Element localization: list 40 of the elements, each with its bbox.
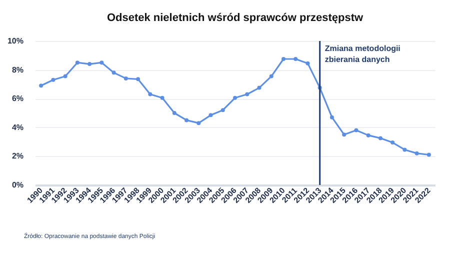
point	[63, 74, 68, 78]
point	[269, 74, 274, 78]
point	[390, 140, 395, 145]
point	[330, 115, 334, 120]
y-tick-label: 10%	[7, 36, 24, 46]
point	[245, 92, 250, 96]
point	[100, 60, 104, 65]
point	[88, 62, 92, 66]
y-tick-label: 2%	[12, 152, 24, 161]
point	[112, 70, 116, 75]
point	[148, 92, 152, 96]
point	[220, 108, 225, 112]
ref-line-label: Zmiana metodologii zbierania danych	[324, 44, 400, 64]
point	[233, 96, 237, 100]
point	[354, 128, 358, 132]
point	[281, 57, 286, 61]
point	[136, 77, 140, 82]
point	[257, 86, 262, 90]
point	[306, 61, 310, 66]
point	[196, 121, 201, 126]
point	[414, 151, 419, 156]
chart-title: Odsetek nieletnich wśród sprawców przestępstw	[106, 12, 364, 24]
point	[124, 76, 128, 80]
point	[366, 133, 370, 138]
point	[75, 60, 80, 65]
y-tick-label: 8%	[12, 65, 24, 74]
point	[160, 96, 164, 100]
y-tick-label: 4%	[12, 122, 24, 132]
point	[184, 118, 189, 122]
point	[426, 152, 431, 157]
y-tick-label: 6%	[12, 94, 24, 104]
point	[342, 132, 346, 137]
y-tick-label: 0%	[12, 180, 24, 190]
point	[294, 57, 298, 61]
point	[39, 84, 44, 88]
point	[172, 111, 176, 115]
point	[402, 148, 407, 152]
point	[208, 113, 213, 118]
point	[51, 78, 56, 82]
point	[378, 136, 382, 140]
